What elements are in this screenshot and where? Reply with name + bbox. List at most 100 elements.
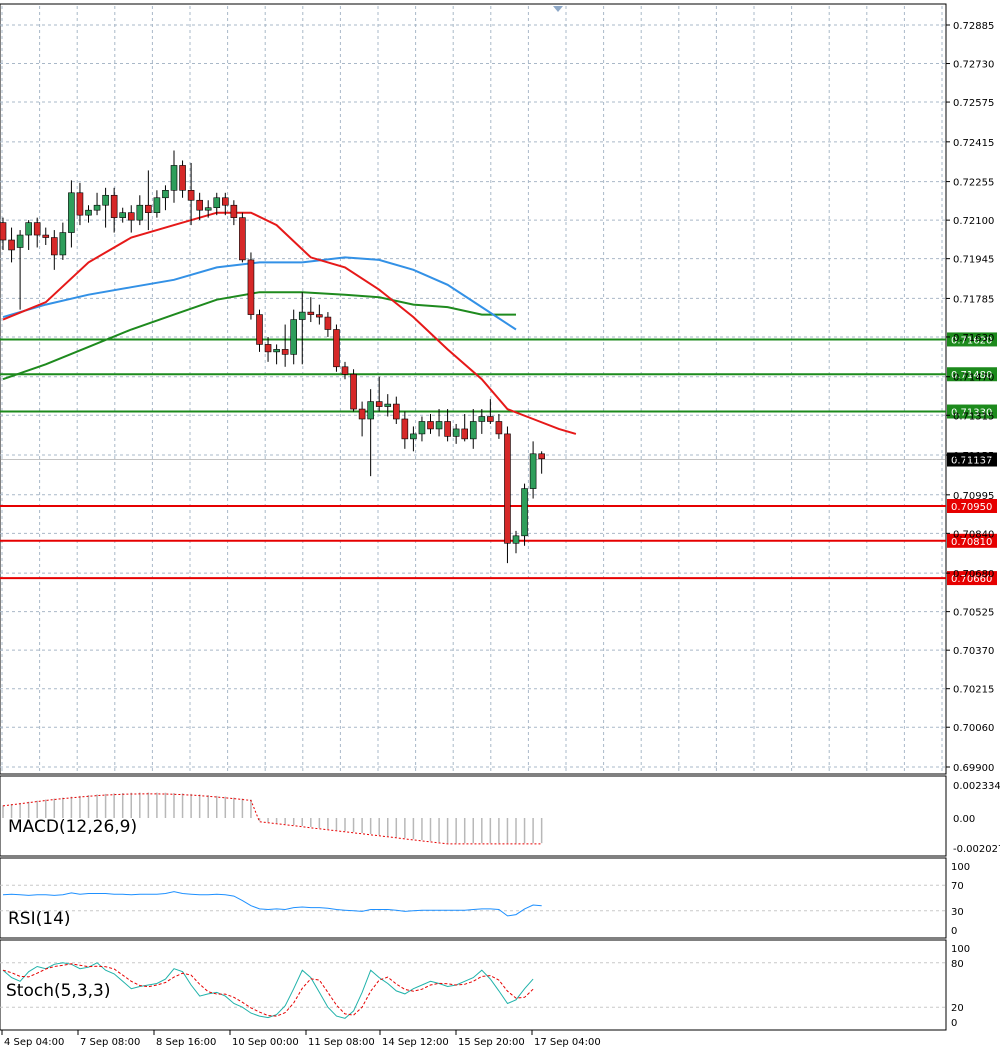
date-tick-label: 17 Sep 04:00 [534,1037,601,1048]
resistance-level-label-bg [947,404,997,419]
bear-candle [42,234,50,238]
bull-candle [153,197,161,213]
moving-averages [2,211,577,435]
bear-candle [444,421,451,437]
bear-candle [33,222,41,236]
bear-candle [110,194,118,218]
support-level-label-bg [947,498,997,513]
macd-content [2,792,543,845]
price-tick-label: 0.70680 [953,569,994,580]
price-axis: 0.72885 0.72730 0.72575 0.72415 0.72255 0.721… [946,21,994,774]
bull-candle [16,234,24,248]
price-tick-label: 0.70525 [953,608,994,619]
bull-candle [512,535,520,544]
price-tick-label: 0.70370 [953,646,994,657]
macd-tick-label: -0.002027 [953,844,1000,855]
bear-candle [127,212,135,221]
date-tick-label: 7 Sep 08:00 [80,1037,140,1048]
bull-candle [25,222,32,236]
bear-candle [281,349,289,355]
stoch-tick-label: 80 [951,959,964,970]
bull-candle [170,165,178,191]
bear-candle [358,408,366,420]
bear-candle [230,204,238,218]
bull-candle [435,421,443,430]
bull-candle [521,488,528,537]
bear-candle [324,316,332,330]
bear-candle [504,433,511,544]
bull-candle [162,190,169,199]
bear-candle [375,401,383,407]
rsi-tick-label: 0 [951,926,957,937]
stoch-tick-label: 20 [951,1003,964,1014]
bull-candle [119,212,126,218]
chart-shift-marker-icon[interactable] [553,6,563,12]
bull-candle [59,232,67,256]
date-tick-label: 10 Sep 00:00 [232,1037,299,1048]
rsi-panel-frame [0,857,947,939]
price-tick-label: 0.72100 [953,216,994,227]
bear-candle [50,237,58,256]
bear-candle [0,222,7,241]
rsi-tick-label: 100 [951,862,970,873]
bull-candle [529,453,537,489]
macd-axis: 0.002334 0.00 -0.002027 [953,781,1000,855]
resistance-level-label: 0.71330 [951,408,992,419]
candles [0,150,545,564]
bear-candle [76,192,84,216]
stoch-tick-label: 100 [951,944,970,955]
bear-candle [401,418,409,440]
rsi-line [2,891,542,917]
price-tick-label: 0.70060 [953,723,994,734]
bear-candle [222,197,229,206]
stoch-panel-frame [0,939,947,1031]
bear-candle [392,403,400,420]
bear-candle [495,421,503,435]
bear-candle [179,165,186,191]
bear-candle [264,344,272,353]
bear-candle [256,314,263,345]
bull-candle [93,204,101,211]
macd-panel: MACD(12,26,9) 0.002334 0.00 -0.002027 [0,775,1000,857]
rsi-content [0,884,946,917]
date-tick-label: 14 Sep 12:00 [382,1037,449,1048]
support-level-label-bg [947,571,997,586]
resistance-level-label-bg [947,367,997,382]
bear-candle [247,259,255,315]
price-tick-label: 0.71630 [953,333,994,344]
current-price-label-bg [947,452,997,467]
resistance-level-label-bg [947,332,997,347]
support-level-label: 0.70660 [951,574,992,585]
bull-candle [469,421,477,440]
date-axis: 4 Sep 04:00 7 Sep 08:00 8 Sep 16:00 10 Sep … [1,1030,601,1048]
bull-candle [452,428,460,437]
stoch-tick-label: 0 [951,1018,957,1029]
bear-candle [307,311,315,315]
support-level-label: 0.70950 [951,502,992,513]
price-tick-label: 0.72575 [953,98,994,109]
current-price-label: 0.71137 [951,456,992,467]
bull-candle [68,192,75,233]
date-tick-label: 4 Sep 04:00 [4,1037,64,1048]
stoch-content [0,962,946,1019]
bull-candle [102,194,109,206]
stoch-k-line [2,962,534,1019]
bull-candle [213,197,221,209]
ma-slow-line [2,291,516,381]
ma-fast-line [2,211,577,435]
date-tick-label: 11 Sep 08:00 [308,1037,375,1048]
stoch-panel: Stoch(5,3,3) 100 80 20 0 [0,939,970,1031]
price-tick-label: 0.70995 [953,491,994,502]
price-tick-label: 0.70840 [953,529,994,540]
resistance-level-label: 0.71620 [951,335,992,346]
bull-candle [410,433,417,440]
price-tick-label: 0.72730 [953,60,994,71]
bear-candle [341,366,349,375]
rsi-tick-label: 70 [951,881,964,892]
bull-candle [273,349,280,353]
price-tick-label: 0.72885 [953,21,994,32]
price-tick-label: 0.71470 [953,373,994,384]
support-level-label: 0.70810 [951,537,992,548]
bull-candle [478,416,486,422]
